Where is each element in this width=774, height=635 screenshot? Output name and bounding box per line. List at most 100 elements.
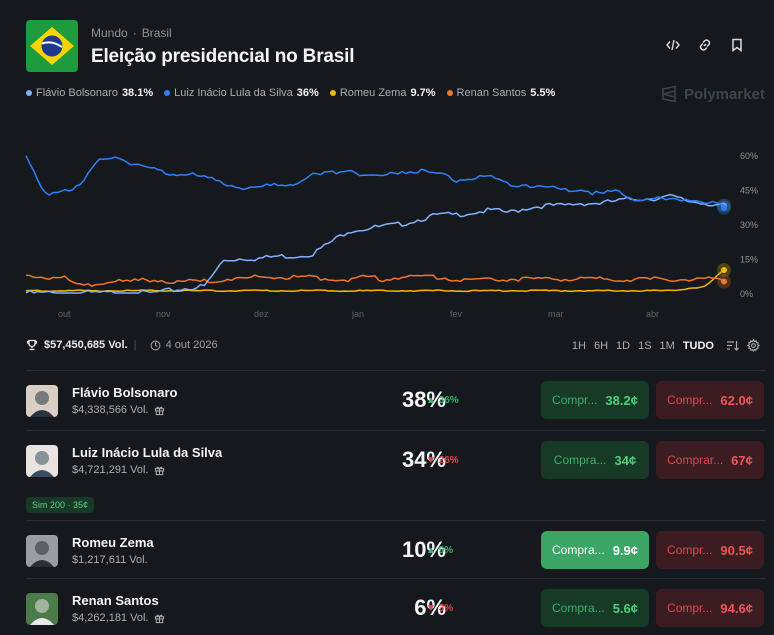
end-date-text: 4 out 2026 bbox=[165, 339, 218, 351]
timeframe-1d[interactable]: 1D bbox=[616, 339, 631, 352]
timeframe-1s[interactable]: 1S bbox=[638, 339, 652, 352]
position-badge[interactable]: Sim 200 · 35¢ bbox=[26, 497, 95, 513]
legend-item: Luiz Inácio Lula da Silva 36% bbox=[164, 87, 319, 99]
candidate-probability: 6% bbox=[414, 595, 446, 620]
buy-no-button[interactable]: Compr... 90.5¢ bbox=[656, 531, 764, 569]
legend-name: Flávio Bolsonaro bbox=[36, 87, 118, 99]
change-arrow-icon: ▲ bbox=[426, 395, 436, 406]
x-tick-label: out bbox=[58, 309, 71, 319]
x-tick-label: fev bbox=[450, 309, 463, 319]
change-value: 9% bbox=[438, 545, 454, 556]
timeframe-6h[interactable]: 6H bbox=[593, 339, 609, 352]
buy-no-button[interactable]: Compr... 94.6¢ bbox=[656, 589, 764, 627]
candidate-name[interactable]: Renan Santos bbox=[72, 593, 159, 608]
link-icon[interactable] bbox=[696, 36, 714, 54]
probability-change: ▼ 3% bbox=[426, 603, 453, 614]
outcome-row[interactable]: Flávio Bolsonaro $4,338,566 Vol. 38% ▲ 3… bbox=[26, 370, 766, 430]
candidate-volume: $4,338,566 Vol. bbox=[72, 404, 165, 416]
buy-yes-button[interactable]: Compra... 9.9¢ bbox=[541, 531, 649, 569]
buy-no-label: Comprar... bbox=[667, 453, 724, 467]
candidate-name[interactable]: Luiz Inácio Lula da Silva bbox=[72, 445, 223, 460]
buy-no-price: 94.6¢ bbox=[720, 600, 753, 616]
buy-no-label: Compr... bbox=[667, 543, 713, 557]
legend-dot-icon bbox=[329, 90, 336, 96]
series-line bbox=[25, 155, 725, 207]
buy-no-button[interactable]: Comprar... 67¢ bbox=[656, 441, 764, 479]
buy-yes-price: 38.2¢ bbox=[605, 392, 638, 408]
outcome-row[interactable]: Luiz Inácio Lula da Silva $4,721,291 Vol… bbox=[26, 430, 766, 520]
clock-icon bbox=[150, 340, 161, 350]
brazil-flag-icon bbox=[26, 20, 78, 72]
probability-change: ▼ 26% bbox=[426, 455, 459, 466]
stats-divider: | bbox=[133, 339, 137, 351]
outcome-row[interactable]: Romeu Zema $1,217,611 Vol. 10% ▲ 9% Comp… bbox=[26, 520, 766, 578]
x-tick-label: nov bbox=[156, 309, 171, 319]
buy-no-price: 67¢ bbox=[731, 452, 753, 468]
candidate-volume: $1,217,611 Vol. bbox=[72, 554, 148, 566]
x-tick-label: mar bbox=[548, 309, 564, 319]
legend-dot-icon bbox=[26, 90, 32, 96]
change-value: 3% bbox=[438, 603, 454, 614]
legend-name: Luiz Inácio Lula da Silva bbox=[174, 87, 293, 99]
buy-no-button[interactable]: Compr... 62.0¢ bbox=[656, 381, 764, 419]
candidate-avatar bbox=[26, 385, 58, 417]
x-tick-label: jan bbox=[351, 309, 364, 319]
candidate-avatar bbox=[26, 535, 58, 567]
bookmark-icon[interactable] bbox=[728, 36, 746, 54]
breadcrumb-world[interactable]: Mundo bbox=[91, 26, 128, 40]
legend-pct: 38.1% bbox=[121, 87, 154, 99]
buy-yes-label: Compr... bbox=[552, 393, 598, 407]
buy-yes-price: 9.9¢ bbox=[612, 542, 638, 558]
price-history-chart[interactable]: 60% 45% 30% 15% 0% out nov dez jan fev mar abr bbox=[0, 135, 774, 325]
probability-change: ▲ 36% bbox=[426, 395, 459, 406]
breadcrumb-separator: · bbox=[132, 26, 137, 40]
legend-item: Romeu Zema 9.7% bbox=[329, 87, 436, 99]
settings-gear-icon[interactable] bbox=[747, 339, 760, 352]
trophy-icon bbox=[26, 339, 38, 351]
legend-pct: 36% bbox=[296, 87, 319, 99]
candidate-volume-text: $1,217,611 Vol. bbox=[72, 554, 148, 566]
probability-change: ▲ 9% bbox=[426, 545, 453, 556]
chart-legend: Flávio Bolsonaro 38.1% Luiz Inácio Lula … bbox=[26, 87, 555, 99]
timeframe-1m[interactable]: 1M bbox=[659, 339, 675, 352]
gift-icon[interactable] bbox=[154, 465, 165, 476]
series-end-point bbox=[721, 278, 727, 285]
series-end-point bbox=[721, 267, 727, 273]
candidate-volume-text: $4,721,291 Vol. bbox=[72, 464, 149, 476]
candidate-probability: 38% bbox=[401, 387, 446, 412]
candidate-probability: 34% bbox=[401, 447, 446, 472]
buy-yes-button[interactable]: Compra... 34¢ bbox=[541, 441, 649, 479]
candidate-name[interactable]: Romeu Zema bbox=[72, 535, 154, 550]
embed-icon[interactable] bbox=[664, 36, 682, 54]
page-title: Eleição presidencial no Brasil bbox=[91, 46, 355, 67]
sort-icon[interactable] bbox=[726, 339, 739, 352]
buy-yes-label: Compra... bbox=[552, 601, 605, 615]
gift-icon[interactable] bbox=[154, 405, 165, 416]
breadcrumb-brazil[interactable]: Brasil bbox=[141, 26, 172, 40]
timeframe-1h[interactable]: 1H bbox=[571, 339, 586, 352]
change-value: 36% bbox=[438, 395, 459, 406]
polymarket-watermark: Polymarket bbox=[660, 85, 765, 103]
legend-dot-icon bbox=[164, 90, 171, 96]
candidate-volume-text: $4,262,181 Vol. bbox=[72, 612, 149, 624]
buy-no-price: 62.0¢ bbox=[720, 392, 753, 408]
legend-pct: 9.7% bbox=[410, 87, 436, 99]
buy-yes-button[interactable]: Compra... 5.6¢ bbox=[541, 589, 649, 627]
candidate-avatar bbox=[26, 593, 58, 625]
timeframe-selector: 1H 6H 1D 1S 1M TUDO bbox=[572, 339, 760, 352]
change-value: 26% bbox=[438, 455, 459, 466]
series-end-point bbox=[721, 204, 727, 211]
candidate-volume: $4,262,181 Vol. bbox=[72, 612, 165, 624]
legend-name: Romeu Zema bbox=[339, 87, 407, 99]
change-arrow-icon: ▲ bbox=[426, 545, 436, 556]
candidate-name[interactable]: Flávio Bolsonaro bbox=[72, 385, 178, 400]
buy-yes-button[interactable]: Compr... 38.2¢ bbox=[541, 381, 649, 419]
buy-yes-price: 34¢ bbox=[614, 452, 637, 468]
legend-pct: 5.5% bbox=[530, 87, 556, 99]
gift-icon[interactable] bbox=[154, 613, 165, 624]
timeframe-tudo[interactable]: TUDO bbox=[682, 339, 714, 352]
end-date: 4 out 2026 bbox=[150, 339, 218, 351]
outcome-row[interactable]: Renan Santos $4,262,181 Vol. 6% ▼ 3% Com… bbox=[26, 578, 766, 635]
x-tick-label: dez bbox=[254, 309, 269, 319]
x-tick-label: abr bbox=[646, 309, 659, 319]
